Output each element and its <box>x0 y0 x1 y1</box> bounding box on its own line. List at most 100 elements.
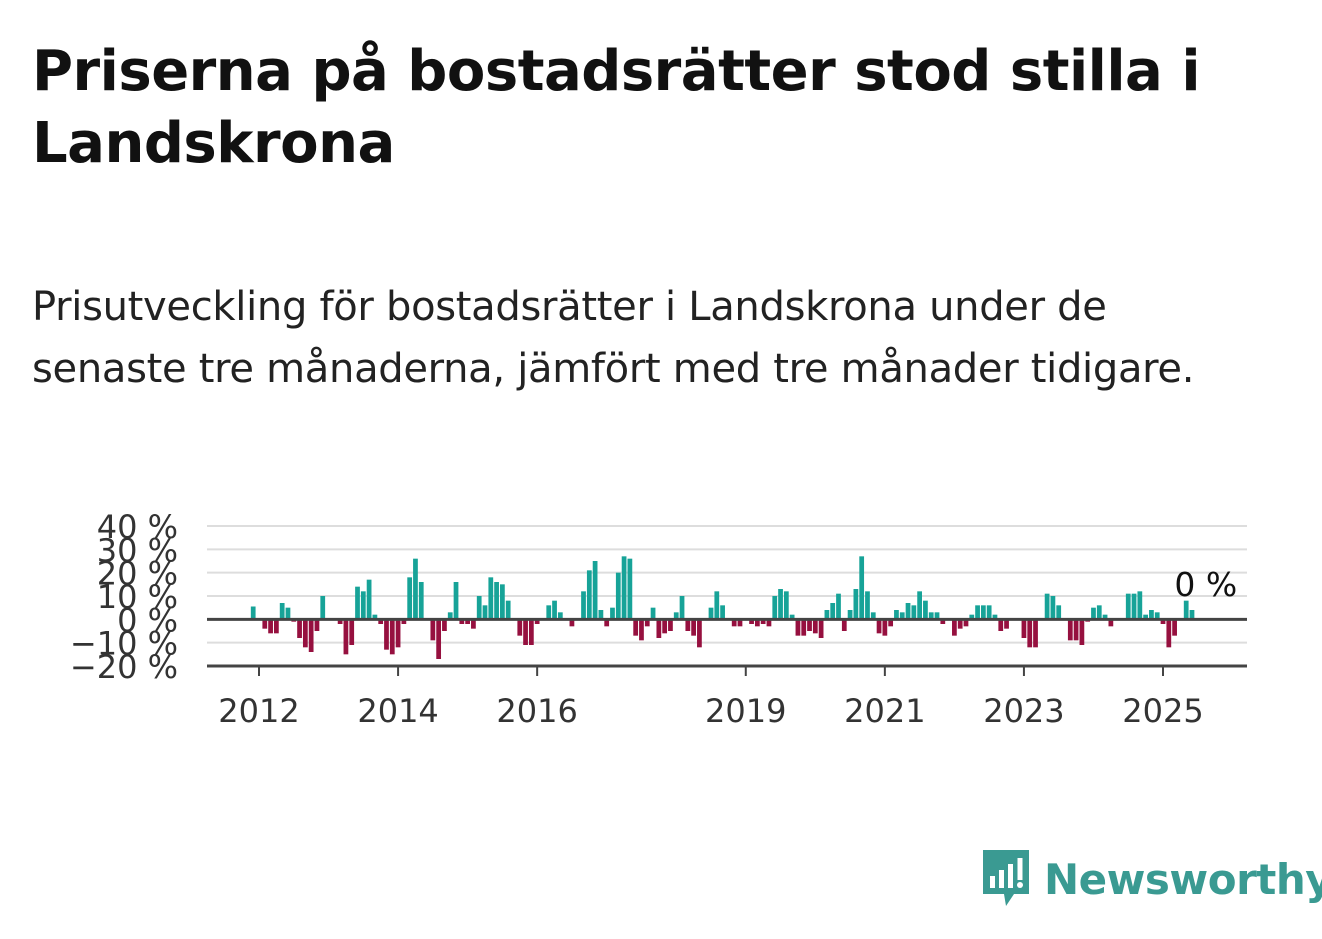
bar <box>940 619 946 624</box>
y-tick-label: 40 % <box>97 508 178 546</box>
bar <box>1067 619 1073 641</box>
bar <box>534 619 540 624</box>
bar <box>749 619 754 624</box>
bar <box>975 605 980 620</box>
x-tick-label: 2016 <box>496 692 577 730</box>
bar <box>882 619 888 636</box>
bar <box>841 619 847 631</box>
bar <box>1091 607 1096 620</box>
x-tick-label: 2014 <box>357 692 438 730</box>
bar <box>447 612 453 620</box>
bar <box>934 612 940 620</box>
bar <box>899 612 905 620</box>
bar <box>615 572 621 620</box>
bar <box>482 605 488 620</box>
bar <box>1073 619 1079 641</box>
x-tick-label: 2023 <box>983 692 1064 730</box>
bar <box>847 610 853 620</box>
bar <box>911 605 917 620</box>
bar <box>969 614 975 620</box>
bar <box>436 619 442 659</box>
bar <box>360 591 366 620</box>
bar <box>465 619 470 624</box>
bar <box>778 589 783 620</box>
bar <box>494 582 499 620</box>
bar <box>679 596 685 620</box>
bar <box>731 619 737 627</box>
bar <box>268 619 273 634</box>
bar <box>957 619 963 629</box>
bar <box>384 619 389 650</box>
bar <box>795 619 801 636</box>
bar <box>807 619 812 631</box>
bar <box>818 619 824 638</box>
bar <box>442 619 447 631</box>
bar <box>320 596 326 620</box>
y-tick-label: 30 % <box>97 531 178 569</box>
bar <box>697 619 702 648</box>
y-tick-label: −10 % <box>70 625 178 663</box>
bar <box>1143 614 1149 620</box>
bar <box>865 591 870 620</box>
bar <box>992 614 998 620</box>
x-tick-label: 2025 <box>1122 692 1203 730</box>
bar <box>488 577 494 620</box>
bar <box>389 619 395 655</box>
bar <box>517 619 523 636</box>
bar <box>980 605 986 620</box>
bar <box>476 596 482 620</box>
bar <box>1189 610 1195 620</box>
bar <box>523 619 528 645</box>
bar <box>824 610 830 620</box>
bar <box>459 619 465 624</box>
bar <box>656 619 662 638</box>
bar <box>586 570 592 620</box>
bar <box>1050 596 1056 620</box>
page-subtitle: Prisutveckling för bostadsrätter i Lands… <box>32 284 1195 392</box>
bars <box>250 556 1195 659</box>
bar <box>505 600 511 620</box>
bar <box>1096 605 1102 620</box>
bar <box>500 584 505 620</box>
bar <box>546 605 552 620</box>
bar <box>894 610 899 620</box>
bar <box>714 591 720 620</box>
bar <box>1160 619 1166 624</box>
bar <box>685 619 691 631</box>
bar <box>557 612 563 620</box>
bar <box>998 619 1004 631</box>
bar <box>760 619 766 624</box>
bar <box>1027 619 1033 648</box>
bar <box>430 619 436 641</box>
bar <box>250 606 256 620</box>
bar <box>343 619 349 655</box>
bar <box>308 619 314 652</box>
x-tick-label: 2012 <box>218 692 299 730</box>
bar <box>639 619 644 641</box>
x-tick-label: 2019 <box>705 692 786 730</box>
bar <box>1102 614 1108 620</box>
x-tick-label: 2021 <box>844 692 925 730</box>
bar <box>737 619 743 627</box>
bar <box>1033 619 1038 648</box>
bar <box>673 612 679 620</box>
bar <box>772 596 778 620</box>
bar <box>418 582 424 620</box>
bar <box>610 607 615 620</box>
y-tick-label: −20 % <box>70 648 178 686</box>
bar <box>812 619 818 634</box>
bar <box>917 591 923 620</box>
bar <box>870 612 876 620</box>
bar <box>372 614 378 620</box>
bar <box>349 619 355 645</box>
bar <box>986 605 992 620</box>
bar <box>413 558 418 620</box>
bar <box>1044 593 1050 620</box>
brand-name: Newsworthy <box>1044 854 1322 904</box>
bar <box>801 619 807 636</box>
bar <box>297 619 302 638</box>
bar <box>337 619 343 624</box>
bar <box>401 619 407 624</box>
y-tick-label: 10 % <box>97 578 178 616</box>
bar <box>888 619 894 627</box>
